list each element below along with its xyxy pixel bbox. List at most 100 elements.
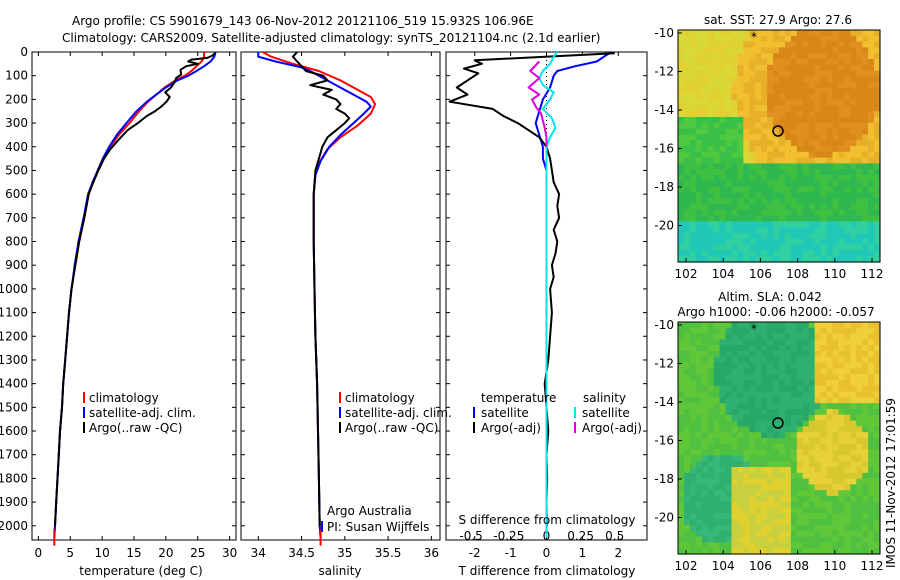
map-cell xyxy=(814,70,822,77)
map-cell xyxy=(737,163,744,170)
map-cell xyxy=(695,484,703,491)
map-cell xyxy=(767,175,774,182)
map-cell xyxy=(707,455,715,462)
map-cell xyxy=(784,385,792,393)
map-cell xyxy=(802,238,810,246)
map-cell xyxy=(856,374,863,381)
map-cell xyxy=(802,403,810,410)
map-cell xyxy=(719,322,727,329)
map-cell xyxy=(749,105,756,112)
map-cell xyxy=(749,111,756,118)
map-cell xyxy=(856,455,863,462)
map-cell xyxy=(713,41,721,48)
map-cell xyxy=(725,536,733,543)
map-cell xyxy=(719,472,727,480)
map-cell xyxy=(850,140,857,147)
map-cell xyxy=(761,221,768,228)
map-cell xyxy=(707,496,715,503)
map-cell xyxy=(856,391,863,398)
map-cell xyxy=(844,117,851,124)
map-cell xyxy=(868,467,875,474)
map-cell xyxy=(796,134,804,141)
map-cell xyxy=(701,391,709,398)
map-cell xyxy=(790,59,798,66)
map-cell xyxy=(731,339,739,346)
map-cell xyxy=(767,339,774,346)
map-cell xyxy=(749,449,756,456)
map-cell xyxy=(826,169,834,176)
map-cell xyxy=(683,175,691,182)
map-cell xyxy=(874,157,881,164)
map-cell xyxy=(784,99,792,106)
map-cell xyxy=(868,519,875,526)
map-cell xyxy=(773,41,780,48)
map-cell xyxy=(678,385,685,393)
map-cell xyxy=(773,362,780,369)
map-cell xyxy=(701,345,709,352)
map-cell xyxy=(707,105,715,112)
map-cell xyxy=(725,88,733,95)
map-cell xyxy=(862,420,869,427)
map-cell xyxy=(683,227,691,234)
map-cell xyxy=(755,146,762,153)
map-cell xyxy=(767,59,774,66)
map-cell xyxy=(725,496,733,503)
map-cell xyxy=(784,93,792,101)
map-cell xyxy=(814,507,822,514)
map-cell xyxy=(749,443,756,451)
map-cell xyxy=(678,88,685,95)
map-cell xyxy=(725,501,733,509)
map-cell xyxy=(868,478,875,485)
map-cell xyxy=(814,472,822,480)
map-cell xyxy=(826,548,834,555)
map-cell xyxy=(767,333,774,340)
map-cell xyxy=(683,536,691,543)
map-cell xyxy=(695,151,703,159)
map-cell xyxy=(755,256,762,263)
map-cell xyxy=(707,426,715,433)
map-cell xyxy=(856,478,863,485)
map-cell xyxy=(814,351,822,358)
map-cell xyxy=(856,192,863,199)
map-cell xyxy=(713,117,721,124)
map-cell xyxy=(678,368,685,375)
map-cell xyxy=(808,455,816,462)
map-cell xyxy=(808,519,816,526)
map-cell xyxy=(713,420,721,427)
map-cell xyxy=(802,507,810,514)
map-cell xyxy=(683,41,691,48)
map-cell xyxy=(701,409,709,416)
map-cell xyxy=(796,356,804,364)
map-cell xyxy=(779,467,786,474)
map-cell xyxy=(737,250,744,257)
map-cell xyxy=(820,374,828,381)
map-cell xyxy=(802,327,810,335)
map-cell xyxy=(725,426,733,433)
header-line2: Climatology: CARS2009. Satellite-adjuste… xyxy=(62,31,600,45)
map-cell xyxy=(790,204,798,211)
map-cell xyxy=(767,409,774,416)
map-cell xyxy=(743,47,750,54)
map-cell xyxy=(767,391,774,398)
map-cell xyxy=(808,530,816,538)
map-cell xyxy=(850,333,857,340)
map-cell xyxy=(784,186,792,193)
map-cell xyxy=(790,426,798,433)
map-cell xyxy=(802,122,810,130)
map-cell xyxy=(719,163,727,170)
map-cell xyxy=(678,250,685,257)
map-cell xyxy=(737,88,744,95)
map-cell xyxy=(767,146,774,153)
map-cell xyxy=(790,47,798,54)
map-cell xyxy=(749,244,756,251)
map-cell xyxy=(689,484,697,491)
map-cell xyxy=(820,93,828,101)
map-cell xyxy=(683,484,691,491)
map-cell xyxy=(707,128,715,135)
map-cell xyxy=(826,198,834,205)
map-cell xyxy=(850,449,857,456)
map-cell xyxy=(850,496,857,503)
map-cell xyxy=(749,507,756,514)
map-cell xyxy=(755,53,762,60)
map-cell xyxy=(862,238,869,246)
